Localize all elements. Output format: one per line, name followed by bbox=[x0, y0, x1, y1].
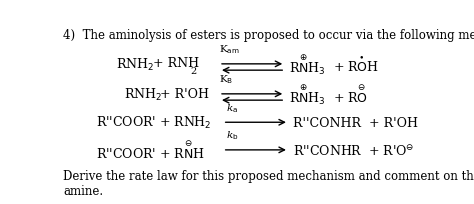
Text: K$_{\rm B}$: K$_{\rm B}$ bbox=[219, 73, 233, 86]
Text: R$\overset{\oplus}{\mathrm{N}}$H$_3$: R$\overset{\oplus}{\mathrm{N}}$H$_3$ bbox=[289, 83, 326, 106]
Text: R''COOR' + R$\overset{\ominus}{\mathrm{N}}$H: R''COOR' + R$\overset{\ominus}{\mathrm{N… bbox=[96, 140, 205, 161]
Text: 4)  The aminolysis of esters is proposed to occur via the following mechanism:: 4) The aminolysis of esters is proposed … bbox=[63, 29, 474, 42]
Text: R''CONHR  + R'O$^{\ominus}$: R''CONHR + R'O$^{\ominus}$ bbox=[292, 143, 414, 157]
Text: 2: 2 bbox=[191, 66, 197, 75]
Text: K$_{\rm am}$: K$_{\rm am}$ bbox=[219, 43, 240, 56]
Text: k$_{\rm a}$: k$_{\rm a}$ bbox=[227, 101, 238, 114]
Text: Derive the rate law for this proposed mechanism and comment on the order with re: Derive the rate law for this proposed me… bbox=[63, 169, 474, 197]
Text: + R$\overset{\bullet}{\mathrm{O}}$H: + R$\overset{\bullet}{\mathrm{O}}$H bbox=[333, 55, 379, 74]
Text: + RNH: + RNH bbox=[153, 57, 199, 69]
Text: + R$\overset{\ominus}{\mathrm{O}}$: + R$\overset{\ominus}{\mathrm{O}}$ bbox=[333, 84, 368, 105]
Text: k$_{\rm b}$: k$_{\rm b}$ bbox=[227, 129, 239, 142]
Text: R$\overset{\oplus}{\mathrm{N}}$H$_3$: R$\overset{\oplus}{\mathrm{N}}$H$_3$ bbox=[289, 53, 326, 76]
Text: + R'OH: + R'OH bbox=[160, 88, 210, 101]
Text: R''CONHR  + R'OH: R''CONHR + R'OH bbox=[292, 116, 418, 129]
Text: RNH$_2$: RNH$_2$ bbox=[116, 57, 154, 73]
Text: R''COOR' + RNH$_2$: R''COOR' + RNH$_2$ bbox=[96, 115, 211, 131]
Text: RNH$_2$: RNH$_2$ bbox=[124, 86, 162, 102]
